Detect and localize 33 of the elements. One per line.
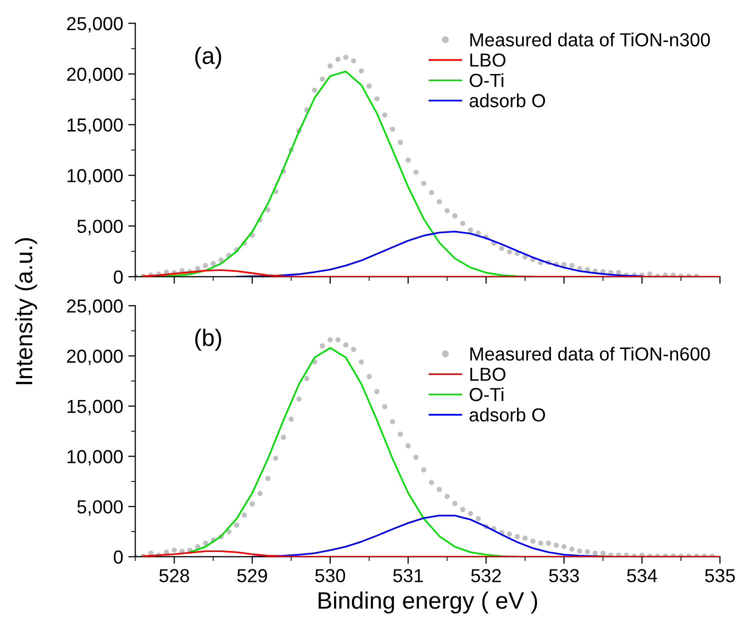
x-tick-label: 530 (315, 569, 346, 582)
legend-label: adsorb O (470, 408, 546, 422)
y-tick-label: 25,000 (67, 17, 123, 32)
y-tick-label: 5,000 (77, 500, 123, 516)
annotation: (b) (195, 328, 222, 351)
legend-label: LBO (470, 53, 506, 67)
x-tick-label: 529 (237, 569, 267, 582)
x-tick-label: 528 (159, 569, 190, 582)
x-axis-title: Binding energy ( eV ) (318, 592, 538, 614)
y-tick-label: 0 (114, 270, 123, 284)
y-axis-title: Intensity (a.u.) (15, 238, 38, 384)
y-tick-label: 20,000 (67, 350, 123, 366)
y-tick-label: 15,000 (68, 400, 123, 416)
x-tick-label: 533 (549, 569, 579, 582)
y-tick-label: 15,000 (68, 118, 123, 134)
line-series (142, 269, 720, 277)
legend-label: Measured data of TiON-n600 (470, 346, 710, 361)
x-tick-label: 535 (705, 569, 735, 582)
legend-label: adsorb O (470, 94, 546, 108)
y-tick-label: 25,000 (67, 299, 123, 315)
legend-label: Measured data of TiON-n300 (470, 32, 710, 46)
legend-label: O-Ti (470, 73, 504, 88)
y-tick-label: 10,000 (68, 450, 123, 466)
y-tick-label: 20,000 (67, 68, 123, 84)
x-tick-label: 531 (393, 569, 423, 582)
x-tick-label: 532 (471, 569, 501, 582)
y-tick-label: 10,000 (68, 169, 123, 185)
y-tick-label: 5,000 (77, 220, 123, 236)
x-tick-label: 534 (627, 569, 658, 582)
legend-label: LBO (470, 368, 506, 381)
legend-label: O-Ti (470, 387, 504, 402)
annotation: (a) (195, 46, 222, 69)
y-tick-label: 0 (114, 550, 123, 564)
